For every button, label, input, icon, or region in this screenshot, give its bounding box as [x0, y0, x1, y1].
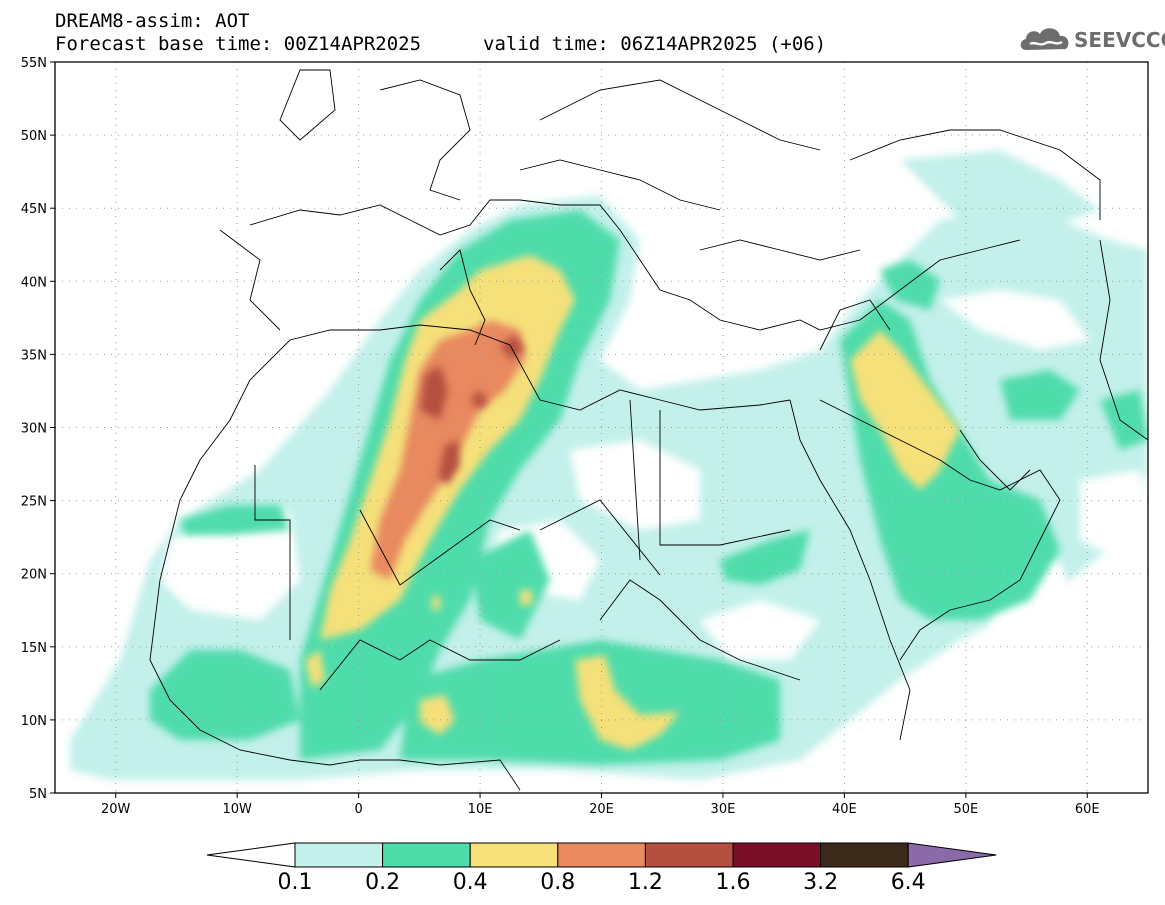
latitude-axis: 55N 50N 45N 40N 35N 30N 25N 20N 15N 10N 5N	[21, 56, 55, 802]
lon-label: 10E	[468, 802, 493, 817]
forecast-base-time: Forecast base time: 00Z14APR2025	[55, 33, 422, 55]
colorbar-segment	[557, 842, 646, 868]
colorbar-segment	[820, 842, 909, 868]
colorbar-label: 0.1	[277, 870, 313, 895]
map-title: DREAM8-assim: AOT	[55, 10, 250, 32]
lon-label: 0	[354, 802, 362, 817]
colorbar-segment	[382, 842, 471, 868]
lon-label: 20W	[101, 802, 131, 817]
lon-label: 20E	[589, 802, 614, 817]
colorbar-label: 1.2	[627, 870, 663, 895]
colorbar	[206, 842, 997, 868]
colorbar-label: 0.2	[365, 870, 401, 895]
lat-label: 45N	[21, 202, 47, 217]
lat-label: 20N	[21, 568, 47, 583]
colorbar-label: 1.6	[715, 870, 751, 895]
seevccc-logo: SEEVCCC	[1018, 22, 1165, 56]
longitude-axis: 20W 10W 0 10E 20E 30E 40E 50E 60E	[101, 793, 1100, 817]
colorbar-under-arrow	[206, 842, 296, 868]
lat-label: 5N	[29, 787, 47, 802]
colorbar-segment	[732, 842, 822, 868]
colorbar-label: 6.4	[890, 870, 926, 895]
colorbar-label: 3.2	[803, 870, 839, 895]
lon-label: 50E	[953, 802, 978, 817]
lat-label: 15N	[21, 641, 47, 656]
lon-label: 40E	[832, 802, 857, 817]
valid-time: valid time: 06Z14APR2025 (+06)	[483, 33, 827, 55]
colorbar-segment	[294, 842, 384, 868]
lat-label: 25N	[21, 495, 47, 510]
lat-label: 10N	[21, 714, 47, 729]
lon-label: 30E	[711, 802, 736, 817]
lon-label: 10W	[222, 802, 252, 817]
colorbar-label: 0.8	[540, 870, 576, 895]
graticule	[55, 62, 1148, 793]
colorbar-label: 0.4	[452, 870, 488, 895]
lat-label: 50N	[21, 129, 47, 144]
lat-label: 40N	[21, 275, 47, 290]
lat-label: 30N	[21, 422, 47, 437]
cloud-icon	[1020, 28, 1069, 50]
lat-label: 55N	[21, 56, 47, 71]
logo-text: SEEVCCC	[1074, 28, 1165, 52]
colorbar-segment	[469, 842, 559, 868]
colorbar-over-arrow	[907, 842, 997, 868]
lat-label: 35N	[21, 348, 47, 363]
colorbar-segment	[644, 842, 734, 868]
coastlines	[149, 69, 1148, 791]
lon-label: 60E	[1075, 802, 1100, 817]
